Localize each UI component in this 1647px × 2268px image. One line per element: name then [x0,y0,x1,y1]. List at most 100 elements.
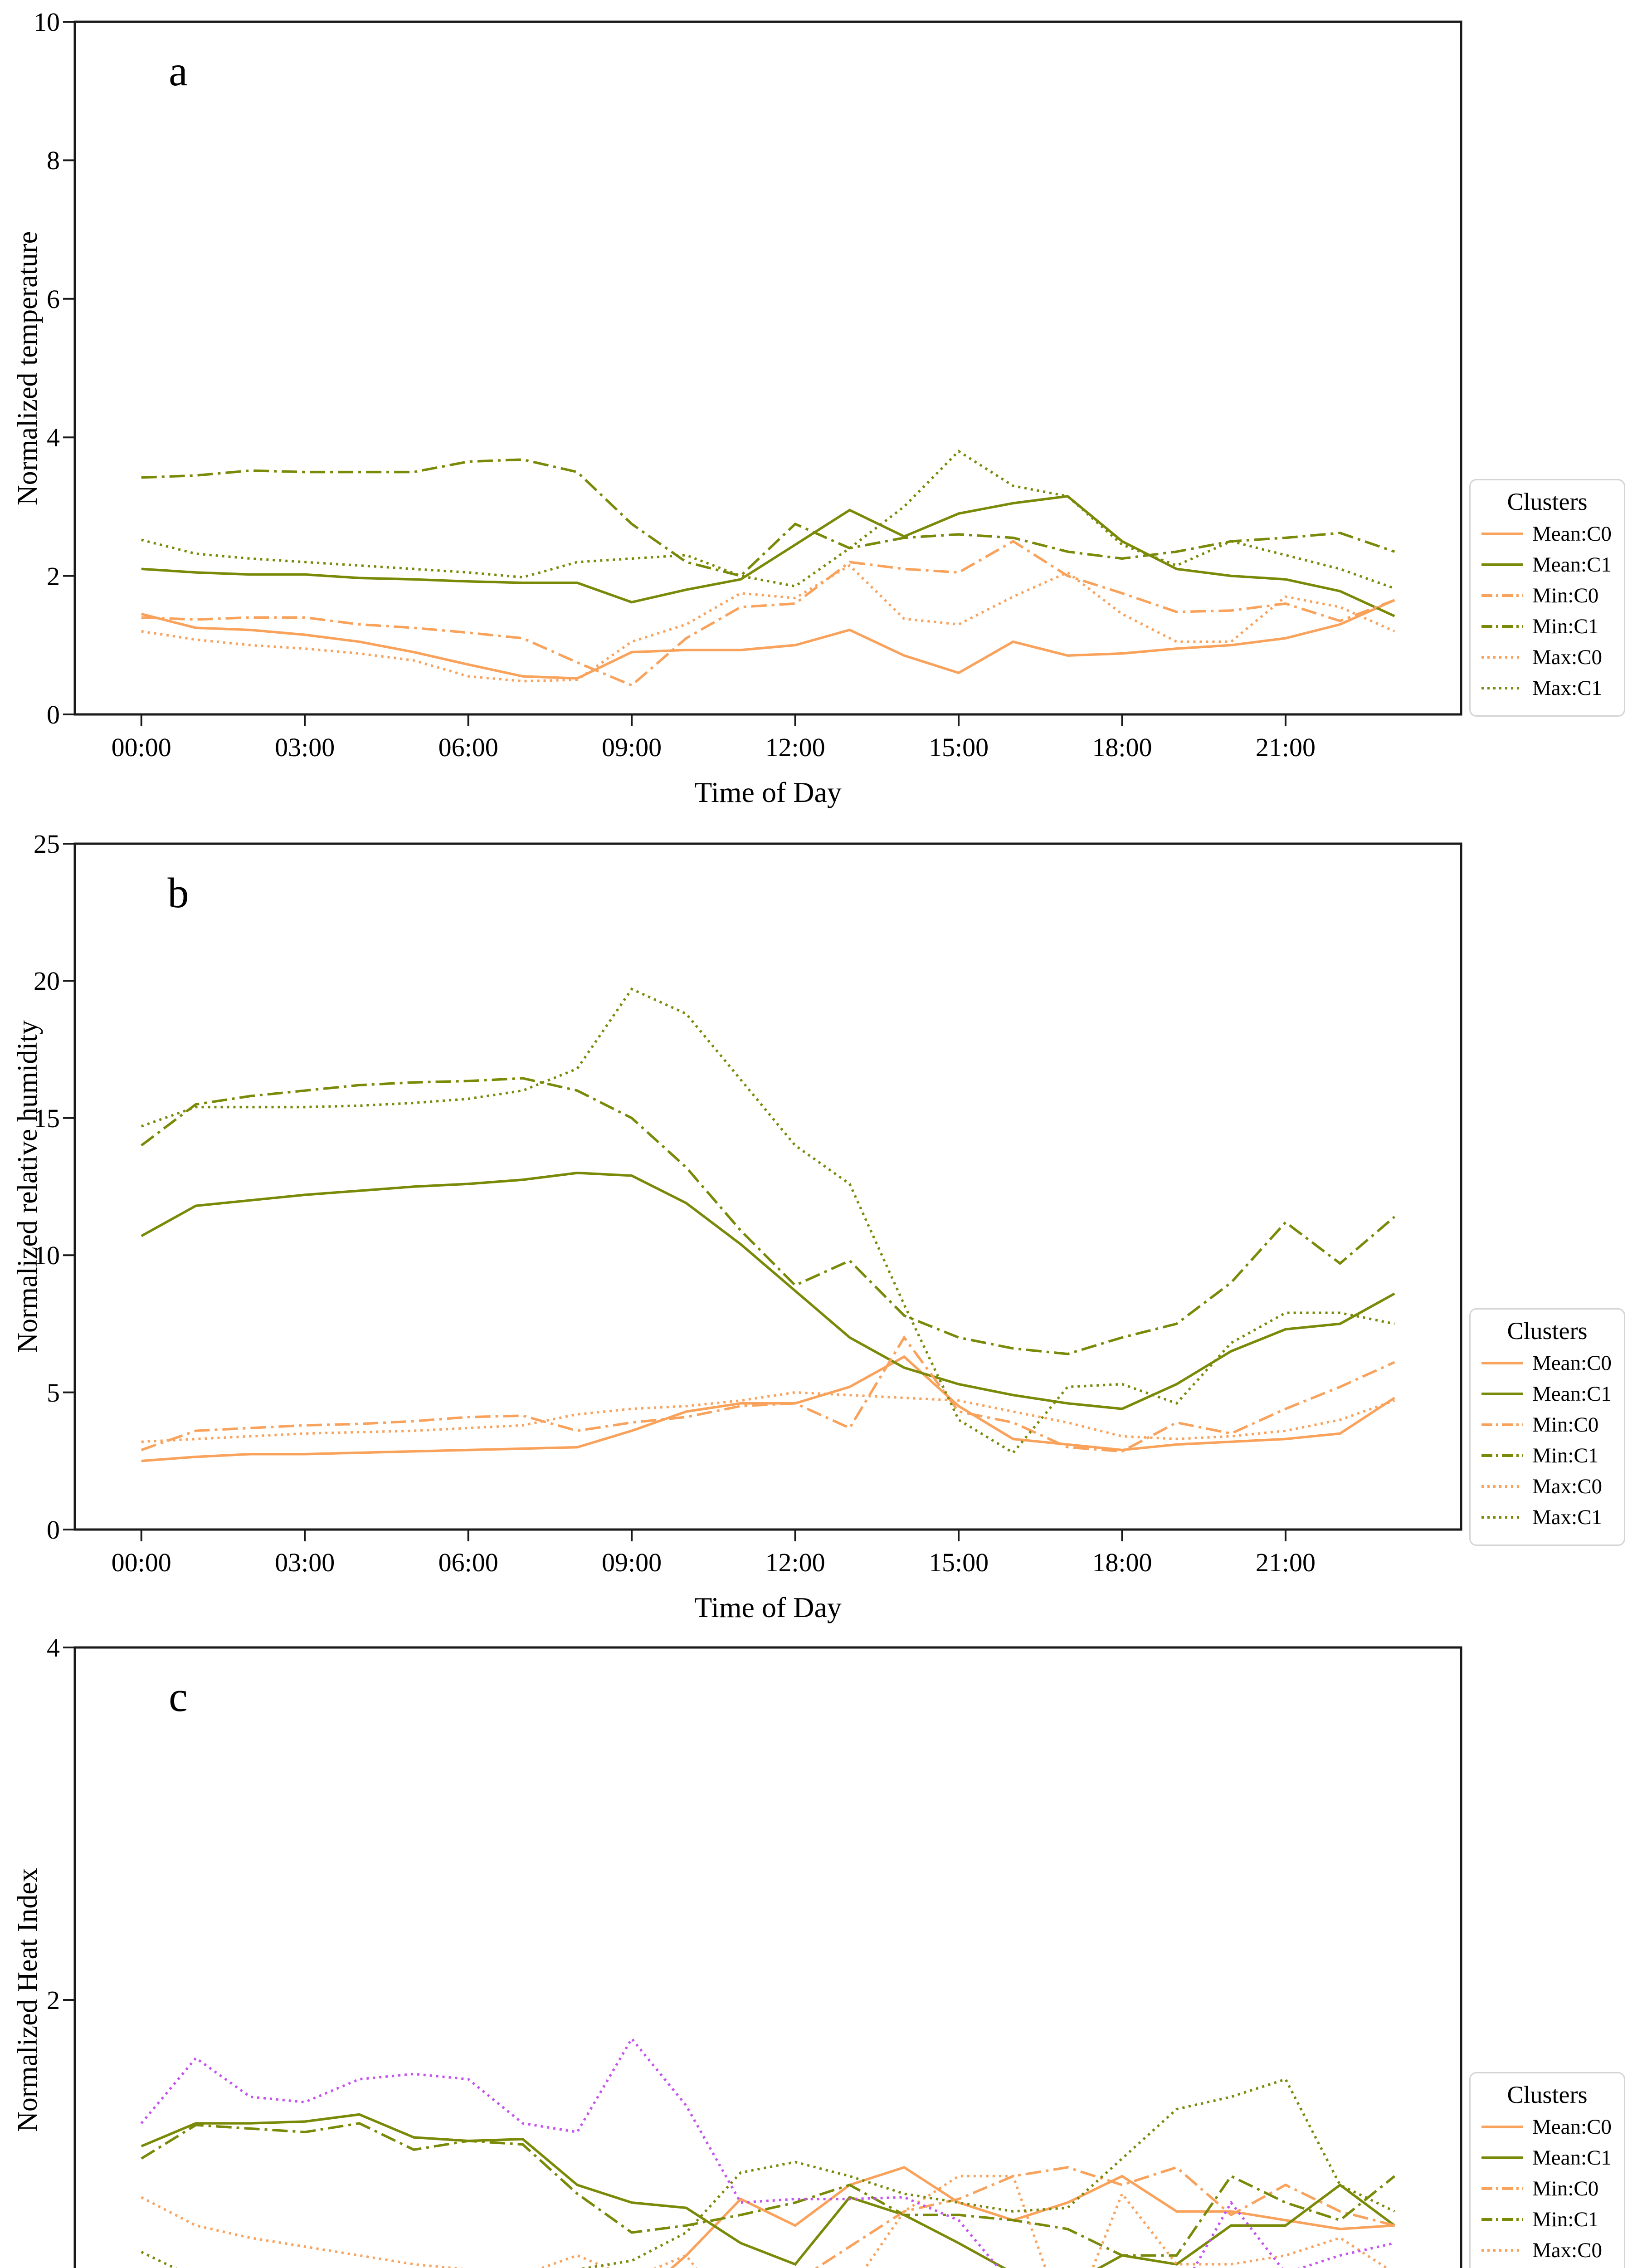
y-tick-label: 8 [47,146,60,176]
x-tick-label: 15:00 [928,733,989,762]
legend-c: Clusters Mean:C0 Mean:C1 Min:C0 Min:C1 Max:C… [1469,2072,1625,2268]
y-tick-label: 20 [34,966,60,996]
legend-label: Mean:C1 [1532,2146,1612,2170]
x-tick-label: 00:00 [111,733,171,762]
y-tick-label: 5 [47,1378,60,1408]
series-line-a-Max:C0 [141,564,1395,683]
legend-swatch-dashdot-icon [1481,1454,1523,1457]
legend-label: Min:C0 [1532,1413,1599,1437]
x-tick-label: 06:00 [438,1548,498,1577]
legend-swatch-dotted-icon [1481,1485,1523,1488]
legend-rows-c: Mean:C0Mean:C1Min:C0Min:C1Max:C0Max:C1Ma… [1471,2112,1624,2268]
legend-label: Mean:C0 [1532,2115,1612,2139]
plot-border-a [73,20,1462,716]
legend-label: Mean:C0 [1532,1351,1612,1375]
legend-swatch-solid-icon [1481,2156,1523,2159]
series-line-c-Min:C1 [141,2122,1396,2257]
legend-item-Mean:C1: Mean:C1 [1471,1378,1624,1409]
series-line-b-Mean:C1 [141,1172,1395,1410]
y-tick-label: 6 [47,284,60,314]
legend-swatch-dashdot-icon [1481,2218,1523,2221]
y-tick-label: 0 [47,700,60,729]
series-line-c-Max:C2 [140,2036,1395,2268]
legend-swatch-solid-icon [1481,2126,1523,2128]
legend-label: Min:C1 [1532,2208,1599,2231]
panel-letter-c: c [169,1673,188,1721]
legend-item-Mean:C0: Mean:C0 [1471,518,1624,549]
x-tick-label: 18:00 [1092,733,1152,762]
legend-label: Max:C0 [1532,1475,1603,1498]
chart-panel-a: a Normalized temperature Time of Day Clu… [0,0,1647,817]
y-tick-label: 10 [34,7,60,37]
legend-item-Mean:C1: Mean:C1 [1471,2142,1624,2173]
y-tick-label: 0 [47,1515,60,1545]
chart-panel-b: b Normalized relative humidity Time of D… [0,817,1647,1634]
series-line-b-Max:C1 [141,987,1395,1455]
legend-item-Max:C1: Max:C1 [1471,673,1624,704]
legend-label: Min:C1 [1532,1444,1599,1467]
y-tick-label: 4 [47,1633,60,1662]
legend-swatch-dashdot-icon [1481,1423,1523,1426]
plot-area-b [63,842,1462,1541]
series-line-c-Mean:C0 [670,2166,1395,2268]
legend-label: Max:C1 [1532,1505,1603,1529]
legend-label: Max:C0 [1532,2239,1603,2262]
legend-item-Min:C1: Min:C1 [1471,2204,1624,2235]
legend-item-Min:C0: Min:C0 [1471,1409,1624,1440]
x-tick-label: 03:00 [275,733,335,762]
x-tick-label: 15:00 [928,1548,989,1577]
legend-a: Clusters Mean:C0 Mean:C1 Min:C0 Min:C1 Max:C… [1469,479,1625,717]
series-line-b-Min:C1 [141,1077,1396,1355]
legend-swatch-dotted-icon [1481,687,1523,689]
legend-swatch-dashdot-icon [1481,625,1523,628]
series-line-c-Max:C1 [141,2077,1395,2268]
legend-title-b: Clusters [1507,1317,1588,1344]
x-tick-label: 21:00 [1255,1548,1316,1577]
legend-item-Min:C0: Min:C0 [1471,2173,1624,2204]
legend-item-Mean:C0: Mean:C0 [1471,2112,1624,2142]
legend-rows-a: Mean:C0 Mean:C1 Min:C0 Min:C1 Max:C0 Max:C1 [1471,518,1624,704]
legend-label: Mean:C1 [1532,553,1612,577]
legend-label: Mean:C1 [1532,1382,1612,1406]
x-tick-label: 21:00 [1255,733,1316,762]
series-line-b-Min:C0 [141,1335,1395,1453]
legend-label: Max:C0 [1532,645,1603,669]
legend-label: Max:C1 [1532,676,1603,700]
y-axis-title-b: Normalized relative humidity [12,1020,43,1353]
legend-item-Min:C1: Min:C1 [1471,611,1624,642]
plot-border-c [73,1646,1462,2268]
chart-panel-c: c Normalized Heat Index Time of Day Clus… [0,1634,1647,2268]
plot-area-c [63,1646,1462,2268]
legend-item-Min:C0: Min:C0 [1471,580,1624,611]
series-line-b-Mean:C0 [141,1355,1395,1462]
x-tick-label: 03:00 [275,1548,335,1577]
y-tick-label: 25 [34,829,60,859]
x-tick-label: 00:00 [111,1548,171,1577]
series-line-b-Max:C0 [141,1391,1395,1443]
x-tick-label: 18:00 [1092,1548,1152,1577]
x-tick-label: 09:00 [602,733,662,762]
legend-item-Max:C1: Max:C1 [1471,2266,1624,2268]
legend-item-Max:C0: Max:C0 [1471,1471,1624,1502]
legend-swatch-dotted-icon [1481,2249,1523,2252]
legend-swatch-dotted-icon [1481,656,1523,659]
panel-letter-a: a [169,48,188,95]
legend-item-Max:C0: Max:C0 [1471,642,1624,673]
legend-label: Min:C0 [1532,584,1599,607]
series-line-a-Min:C0 [141,540,1395,687]
legend-label: Min:C0 [1532,2177,1599,2200]
x-axis-title-a: Time of Day [694,776,842,808]
series-line-a-Max:C1 [141,450,1395,590]
legend-b: Clusters Mean:C0 Mean:C1 Min:C0 Min:C1 Max:C… [1469,1308,1625,1546]
legend-item-Max:C1: Max:C1 [1471,1502,1624,1533]
legend-rows-b: Mean:C0 Mean:C1 Min:C0 Min:C1 Max:C0 Max:C1 [1471,1348,1624,1533]
legend-swatch-solid-icon [1481,1393,1523,1395]
y-tick-label: 10 [34,1241,60,1271]
x-tick-label: 12:00 [765,1548,825,1577]
y-tick-label: 2 [47,561,60,591]
series-line-a-Mean:C0 [141,599,1395,680]
panel-letter-b: b [167,870,189,917]
y-tick-label: 2 [47,1985,60,2015]
x-tick-label: 09:00 [602,1548,662,1577]
